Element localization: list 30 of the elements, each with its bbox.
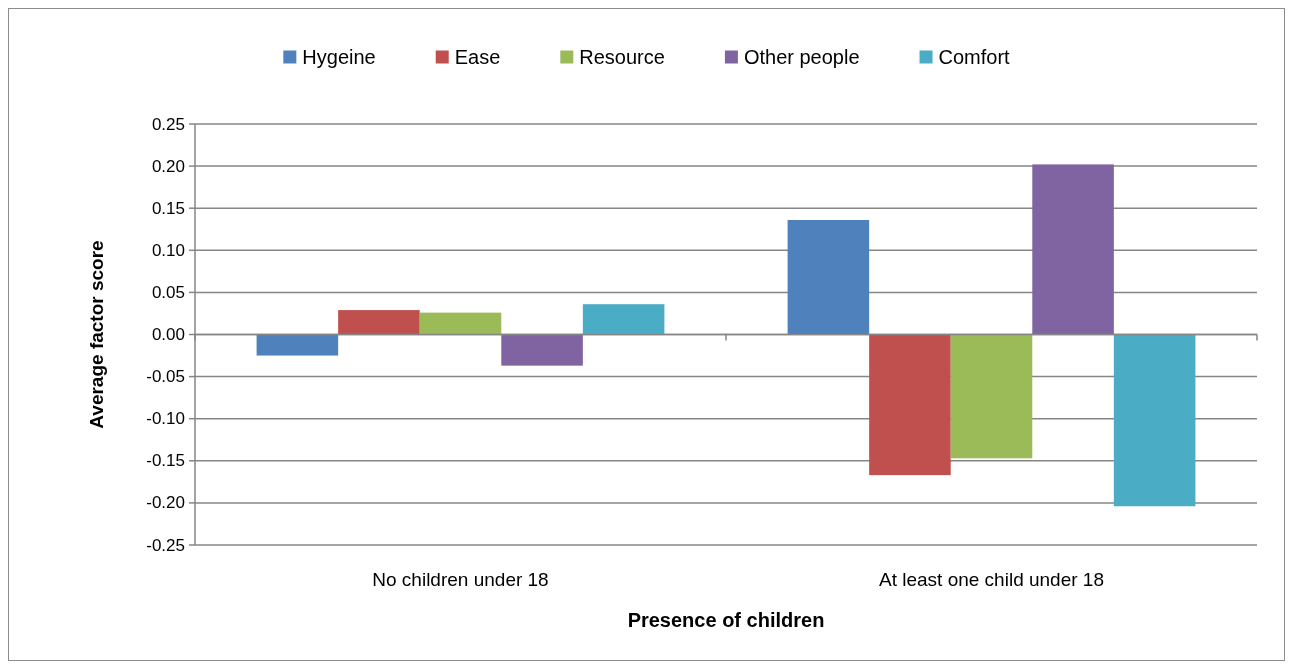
bar xyxy=(1032,164,1114,335)
y-tick-label: -0.10 xyxy=(146,409,185,429)
bar xyxy=(338,310,420,335)
y-tick-label: 0.00 xyxy=(151,325,185,344)
y-tick-label: 0.25 xyxy=(151,114,185,134)
bar xyxy=(950,334,1033,459)
bar xyxy=(419,312,502,335)
bar xyxy=(256,334,339,356)
y-tick-label: -0.25 xyxy=(146,535,185,555)
x-axis-title: Presence of children xyxy=(627,609,825,631)
legend-label: Other people xyxy=(743,46,860,68)
legend-label: Ease xyxy=(454,46,501,68)
x-tick-label: No children under 18 xyxy=(372,568,549,590)
y-tick-label: -0.05 xyxy=(146,367,185,387)
bar xyxy=(1113,334,1196,507)
y-tick-label: 0.10 xyxy=(151,240,185,260)
y-tick-label: 0.15 xyxy=(151,198,185,218)
legend-label: Resource xyxy=(579,46,665,68)
y-tick-label: 0.05 xyxy=(151,282,185,302)
y-axis-title: Average factor score xyxy=(85,240,107,429)
y-tick-label: -0.20 xyxy=(146,493,185,513)
bar xyxy=(501,334,583,366)
bar xyxy=(869,334,951,476)
legend-label: Hygeine xyxy=(302,46,376,68)
y-tick-label: 0.20 xyxy=(151,156,185,176)
bar xyxy=(582,304,665,335)
x-tick-label: At least one child under 18 xyxy=(879,568,1104,590)
bar xyxy=(787,219,870,335)
y-tick-label: -0.15 xyxy=(146,451,185,471)
legend-label: Comfort xyxy=(938,46,1011,68)
